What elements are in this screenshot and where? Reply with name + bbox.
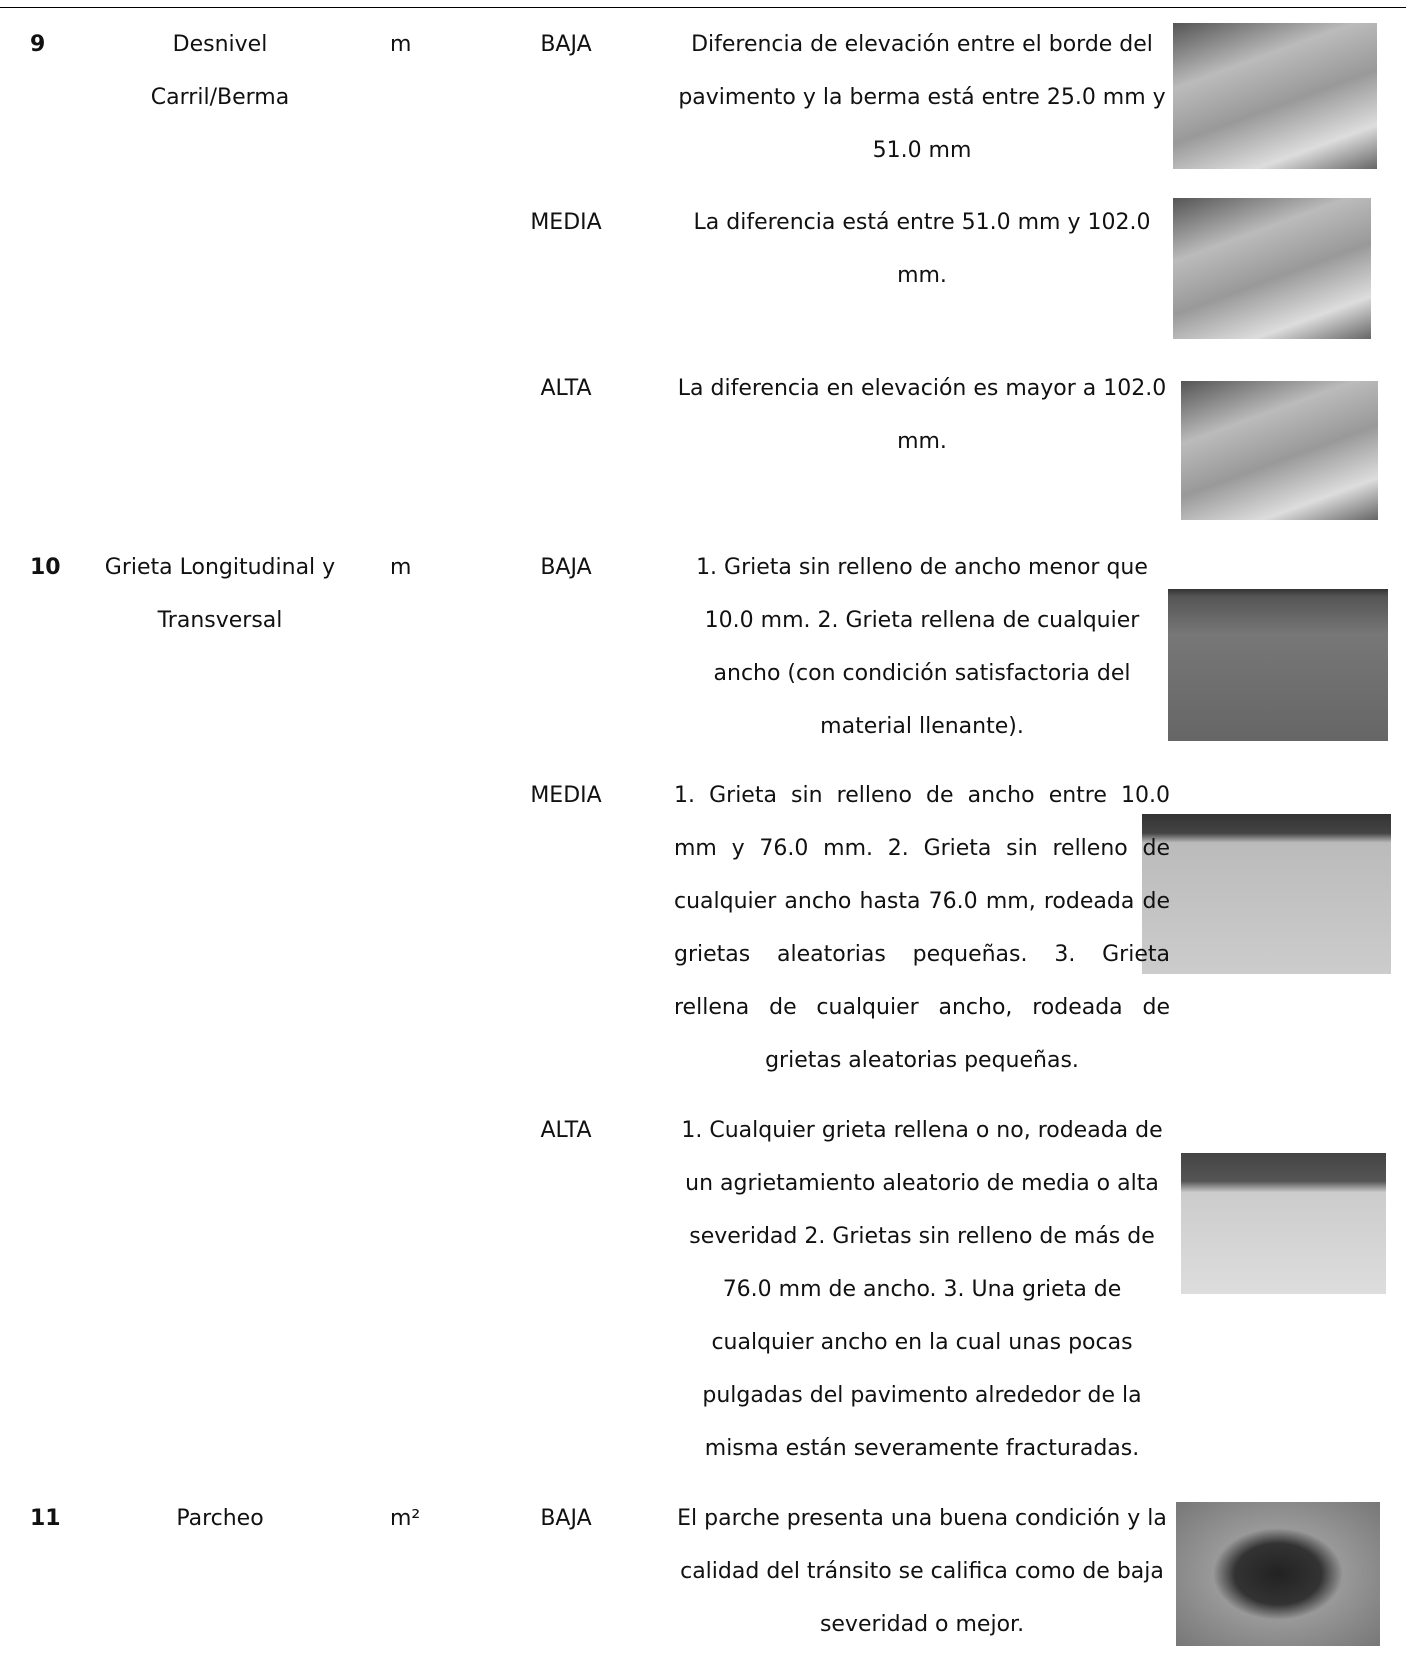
photo <box>1181 1153 1386 1294</box>
severity: MEDIA <box>530 210 602 235</box>
photo <box>1142 814 1391 974</box>
description: 1. Cualquier grieta rellena o no, rodead… <box>681 1118 1163 1461</box>
row-number: 9 <box>30 32 46 57</box>
description: 1. Grieta sin relleno de ancho entre 10.… <box>674 783 1170 1073</box>
photo <box>1181 381 1378 520</box>
description: La diferencia en elevación es mayor a 10… <box>677 376 1167 454</box>
severity: BAJA <box>540 32 592 57</box>
photo <box>1176 1502 1380 1646</box>
row-name: Grieta Longitudinal y Transversal <box>104 555 336 633</box>
row-unit: m <box>390 32 412 57</box>
photo <box>1168 589 1388 741</box>
row-unit: m² <box>390 1506 421 1531</box>
row-number: 10 <box>30 555 61 580</box>
severity: MEDIA <box>530 783 602 808</box>
top-rule <box>0 7 1406 8</box>
severity: BAJA <box>540 1506 592 1531</box>
photo <box>1173 23 1377 169</box>
row-name: Desnivel Carril/Berma <box>150 32 290 110</box>
row-number: 11 <box>30 1506 61 1531</box>
description: Diferencia de elevación entre el borde d… <box>678 32 1166 163</box>
severity: ALTA <box>540 376 592 401</box>
description: El parche presenta una buena condición y… <box>677 1506 1167 1637</box>
description: La diferencia está entre 51.0 mm y 102.0… <box>693 210 1151 288</box>
photo <box>1173 198 1371 339</box>
severity: BAJA <box>540 555 592 580</box>
description: 1. Grieta sin relleno de ancho menor que… <box>696 555 1148 739</box>
row-name: Parcheo <box>176 1506 264 1531</box>
severity: ALTA <box>540 1118 592 1143</box>
row-unit: m <box>390 555 412 580</box>
